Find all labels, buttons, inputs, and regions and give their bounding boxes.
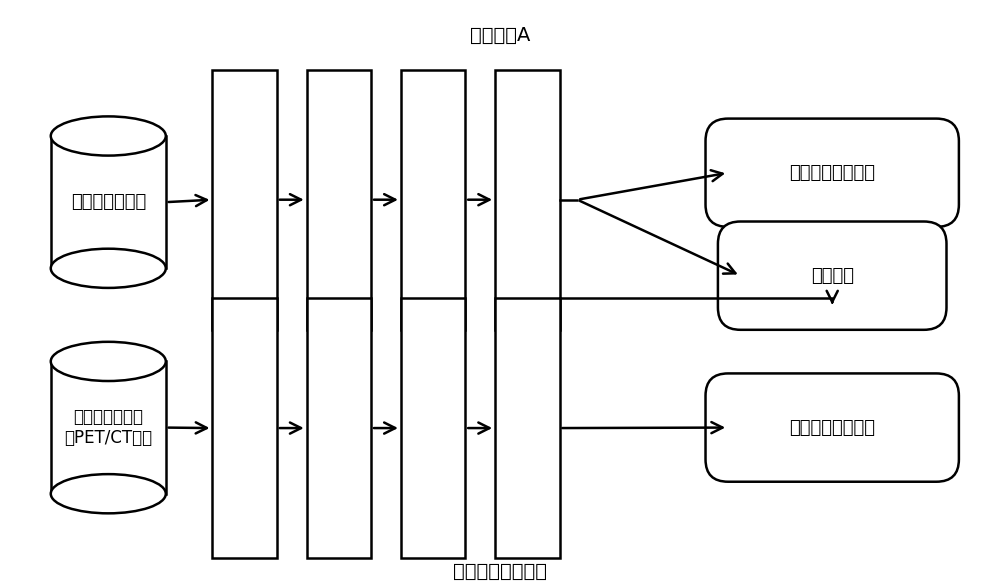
Ellipse shape (51, 474, 166, 514)
Text: 神经网络A: 神经网络A (470, 26, 530, 45)
Bar (495, 298, 560, 558)
Text: 肺癌诊断分类结果: 肺癌诊断分类结果 (789, 164, 875, 182)
FancyBboxPatch shape (706, 373, 959, 482)
Text: 病理特征: 病理特征 (811, 266, 854, 285)
Ellipse shape (51, 116, 166, 156)
FancyBboxPatch shape (706, 119, 959, 227)
FancyBboxPatch shape (718, 221, 946, 330)
Text: 初始神经网络模型: 初始神经网络模型 (453, 562, 547, 581)
Bar (401, 70, 465, 329)
Ellipse shape (51, 342, 166, 381)
Text: 肺癌诊断分类结果: 肺癌诊断分类结果 (789, 419, 875, 437)
Text: 病理图像数据集: 病理图像数据集 (71, 193, 146, 211)
Bar (51, 362, 166, 494)
Bar (495, 70, 560, 329)
Bar (51, 136, 166, 268)
Text: 与病理图像配对
的PET/CT图像: 与病理图像配对 的PET/CT图像 (64, 408, 152, 447)
Bar (212, 298, 277, 558)
Bar (401, 298, 465, 558)
Bar (307, 70, 371, 329)
Ellipse shape (51, 249, 166, 288)
Bar (307, 298, 371, 558)
Bar (212, 70, 277, 329)
